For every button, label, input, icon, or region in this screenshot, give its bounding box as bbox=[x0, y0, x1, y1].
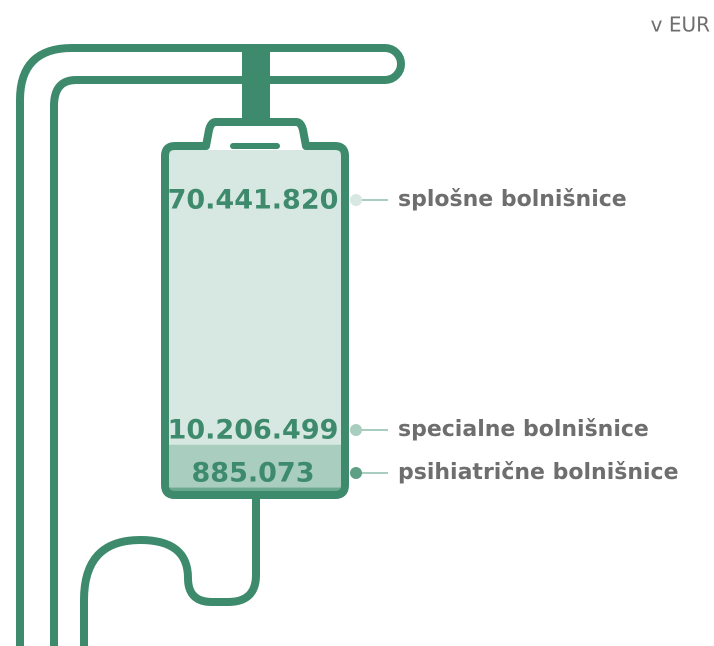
unit-label: v EUR bbox=[651, 13, 710, 37]
hanger bbox=[242, 48, 270, 120]
category-label: psihiatrične bolnišnice bbox=[398, 460, 679, 485]
connector-dot bbox=[350, 424, 362, 436]
category-label: splošne bolnišnice bbox=[398, 187, 627, 212]
connector-dot bbox=[350, 467, 362, 479]
chart: v EUR 70.441.820 splošne bolnišnice 10.206… bbox=[0, 0, 714, 646]
tube bbox=[84, 495, 256, 646]
value-label: 885.073 bbox=[192, 458, 315, 489]
connector-dot bbox=[350, 194, 362, 206]
value-label: 10.206.499 bbox=[168, 415, 339, 446]
value-label: 70.441.820 bbox=[168, 185, 339, 216]
category-label: specialne bolnišnice bbox=[398, 417, 649, 442]
